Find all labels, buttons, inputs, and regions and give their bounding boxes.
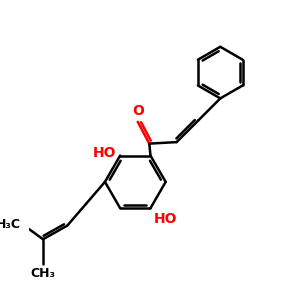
- Text: HO: HO: [93, 146, 116, 160]
- Text: HO: HO: [154, 212, 177, 226]
- Text: H₃C: H₃C: [0, 218, 21, 231]
- Text: O: O: [132, 104, 144, 118]
- Text: CH₃: CH₃: [31, 267, 56, 280]
